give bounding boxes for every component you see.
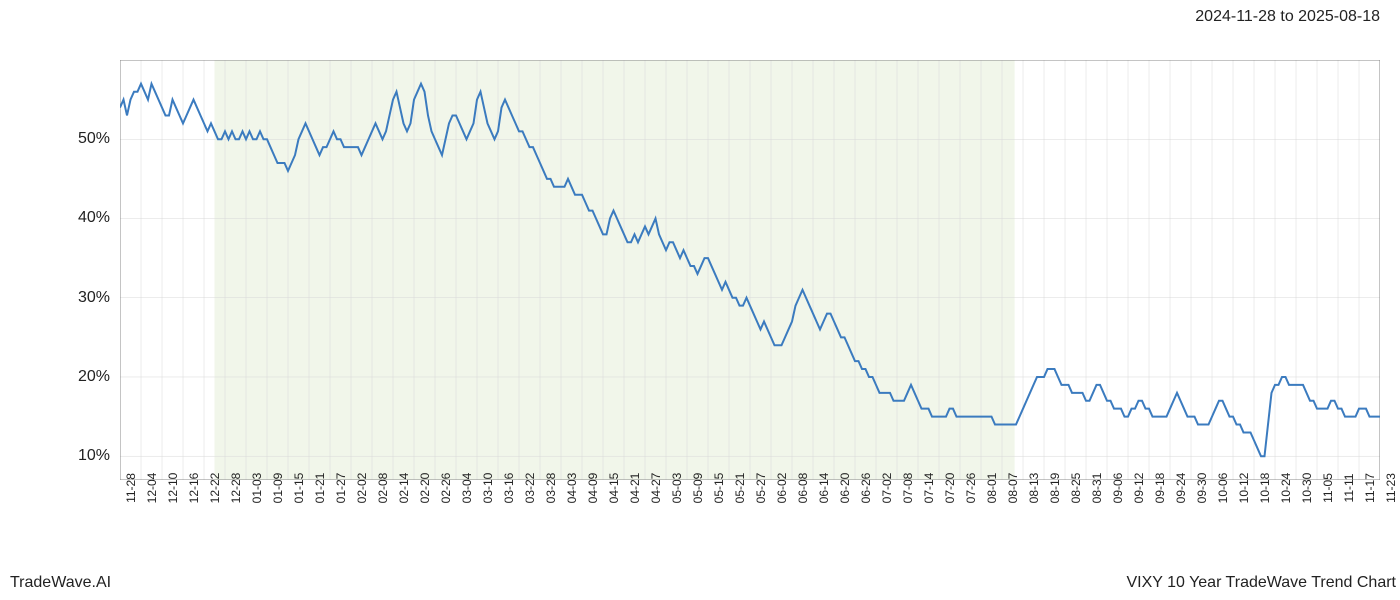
x-tick-label: 01-15 <box>292 473 306 504</box>
x-tick-label: 11-28 <box>124 473 138 503</box>
x-tick-label: 07-26 <box>964 473 978 504</box>
x-tick-label: 08-19 <box>1048 473 1062 504</box>
x-tick-label: 07-02 <box>880 473 894 504</box>
x-tick-label: 05-03 <box>670 473 684 504</box>
x-tick-label: 03-10 <box>481 473 495 504</box>
x-tick-label: 09-24 <box>1174 473 1188 504</box>
x-tick-label: 08-07 <box>1006 473 1020 504</box>
date-range-label: 2024-11-28 to 2025-08-18 <box>1195 8 1380 26</box>
x-tick-label: 01-21 <box>313 473 327 504</box>
x-tick-label: 05-09 <box>691 473 705 504</box>
x-tick-label: 12-22 <box>208 473 222 504</box>
x-tick-label: 01-27 <box>334 473 348 504</box>
x-tick-label: 08-13 <box>1027 473 1041 504</box>
x-tick-label: 05-21 <box>733 473 747 504</box>
y-tick-label: 30% <box>50 289 110 307</box>
x-tick-label: 02-02 <box>355 473 369 504</box>
x-tick-label: 05-15 <box>712 473 726 504</box>
x-tick-label: 12-16 <box>187 473 201 504</box>
x-tick-label: 11-17 <box>1363 473 1377 503</box>
x-tick-label: 06-20 <box>838 473 852 504</box>
x-tick-label: 02-26 <box>439 473 453 504</box>
x-tick-label: 04-03 <box>565 473 579 504</box>
x-tick-label: 09-30 <box>1195 473 1209 504</box>
x-tick-label: 03-28 <box>544 473 558 504</box>
x-tick-label: 03-16 <box>502 473 516 504</box>
x-tick-label: 01-09 <box>271 473 285 504</box>
x-tick-label: 10-06 <box>1216 473 1230 504</box>
x-tick-label: 10-30 <box>1300 473 1314 504</box>
x-tick-label: 06-26 <box>859 473 873 504</box>
x-tick-label: 04-27 <box>649 473 663 504</box>
y-tick-label: 50% <box>50 130 110 148</box>
x-tick-label: 09-12 <box>1132 473 1146 504</box>
x-tick-label: 12-28 <box>229 473 243 504</box>
highlight-region <box>215 60 1015 480</box>
x-tick-label: 10-12 <box>1237 473 1251 504</box>
x-tick-label: 02-08 <box>376 473 390 504</box>
x-tick-label: 06-14 <box>817 473 831 504</box>
x-tick-label: 02-14 <box>397 473 411 504</box>
x-tick-label: 07-08 <box>901 473 915 504</box>
x-tick-label: 06-02 <box>775 473 789 504</box>
x-tick-label: 10-24 <box>1279 473 1293 504</box>
x-tick-label: 09-06 <box>1111 473 1125 504</box>
x-tick-label: 11-23 <box>1384 473 1398 503</box>
y-tick-label: 10% <box>50 447 110 465</box>
x-tick-label: 01-03 <box>250 473 264 504</box>
x-tick-label: 03-22 <box>523 473 537 504</box>
x-tick-label: 03-04 <box>460 473 474 504</box>
x-tick-label: 07-14 <box>922 473 936 504</box>
x-tick-label: 10-18 <box>1258 473 1272 504</box>
chart-title: VIXY 10 Year TradeWave Trend Chart <box>1127 574 1397 592</box>
x-tick-label: 06-08 <box>796 473 810 504</box>
x-tick-label: 05-27 <box>754 473 768 504</box>
x-tick-label: 04-21 <box>628 473 642 504</box>
brand-label: TradeWave.AI <box>10 574 111 592</box>
y-tick-label: 20% <box>50 368 110 386</box>
x-tick-label: 12-04 <box>145 473 159 504</box>
x-tick-label: 08-25 <box>1069 473 1083 504</box>
x-tick-label: 04-09 <box>586 473 600 504</box>
x-tick-label: 08-01 <box>985 473 999 504</box>
x-tick-label: 02-20 <box>418 473 432 504</box>
x-tick-label: 11-11 <box>1342 474 1356 503</box>
x-tick-label: 04-15 <box>607 473 621 504</box>
y-tick-label: 40% <box>50 209 110 227</box>
x-tick-label: 07-20 <box>943 473 957 504</box>
x-tick-label: 11-05 <box>1321 473 1335 503</box>
x-tick-label: 12-10 <box>166 473 180 504</box>
x-tick-label: 08-31 <box>1090 473 1104 504</box>
x-tick-label: 09-18 <box>1153 473 1167 504</box>
trend-chart <box>120 60 1380 480</box>
